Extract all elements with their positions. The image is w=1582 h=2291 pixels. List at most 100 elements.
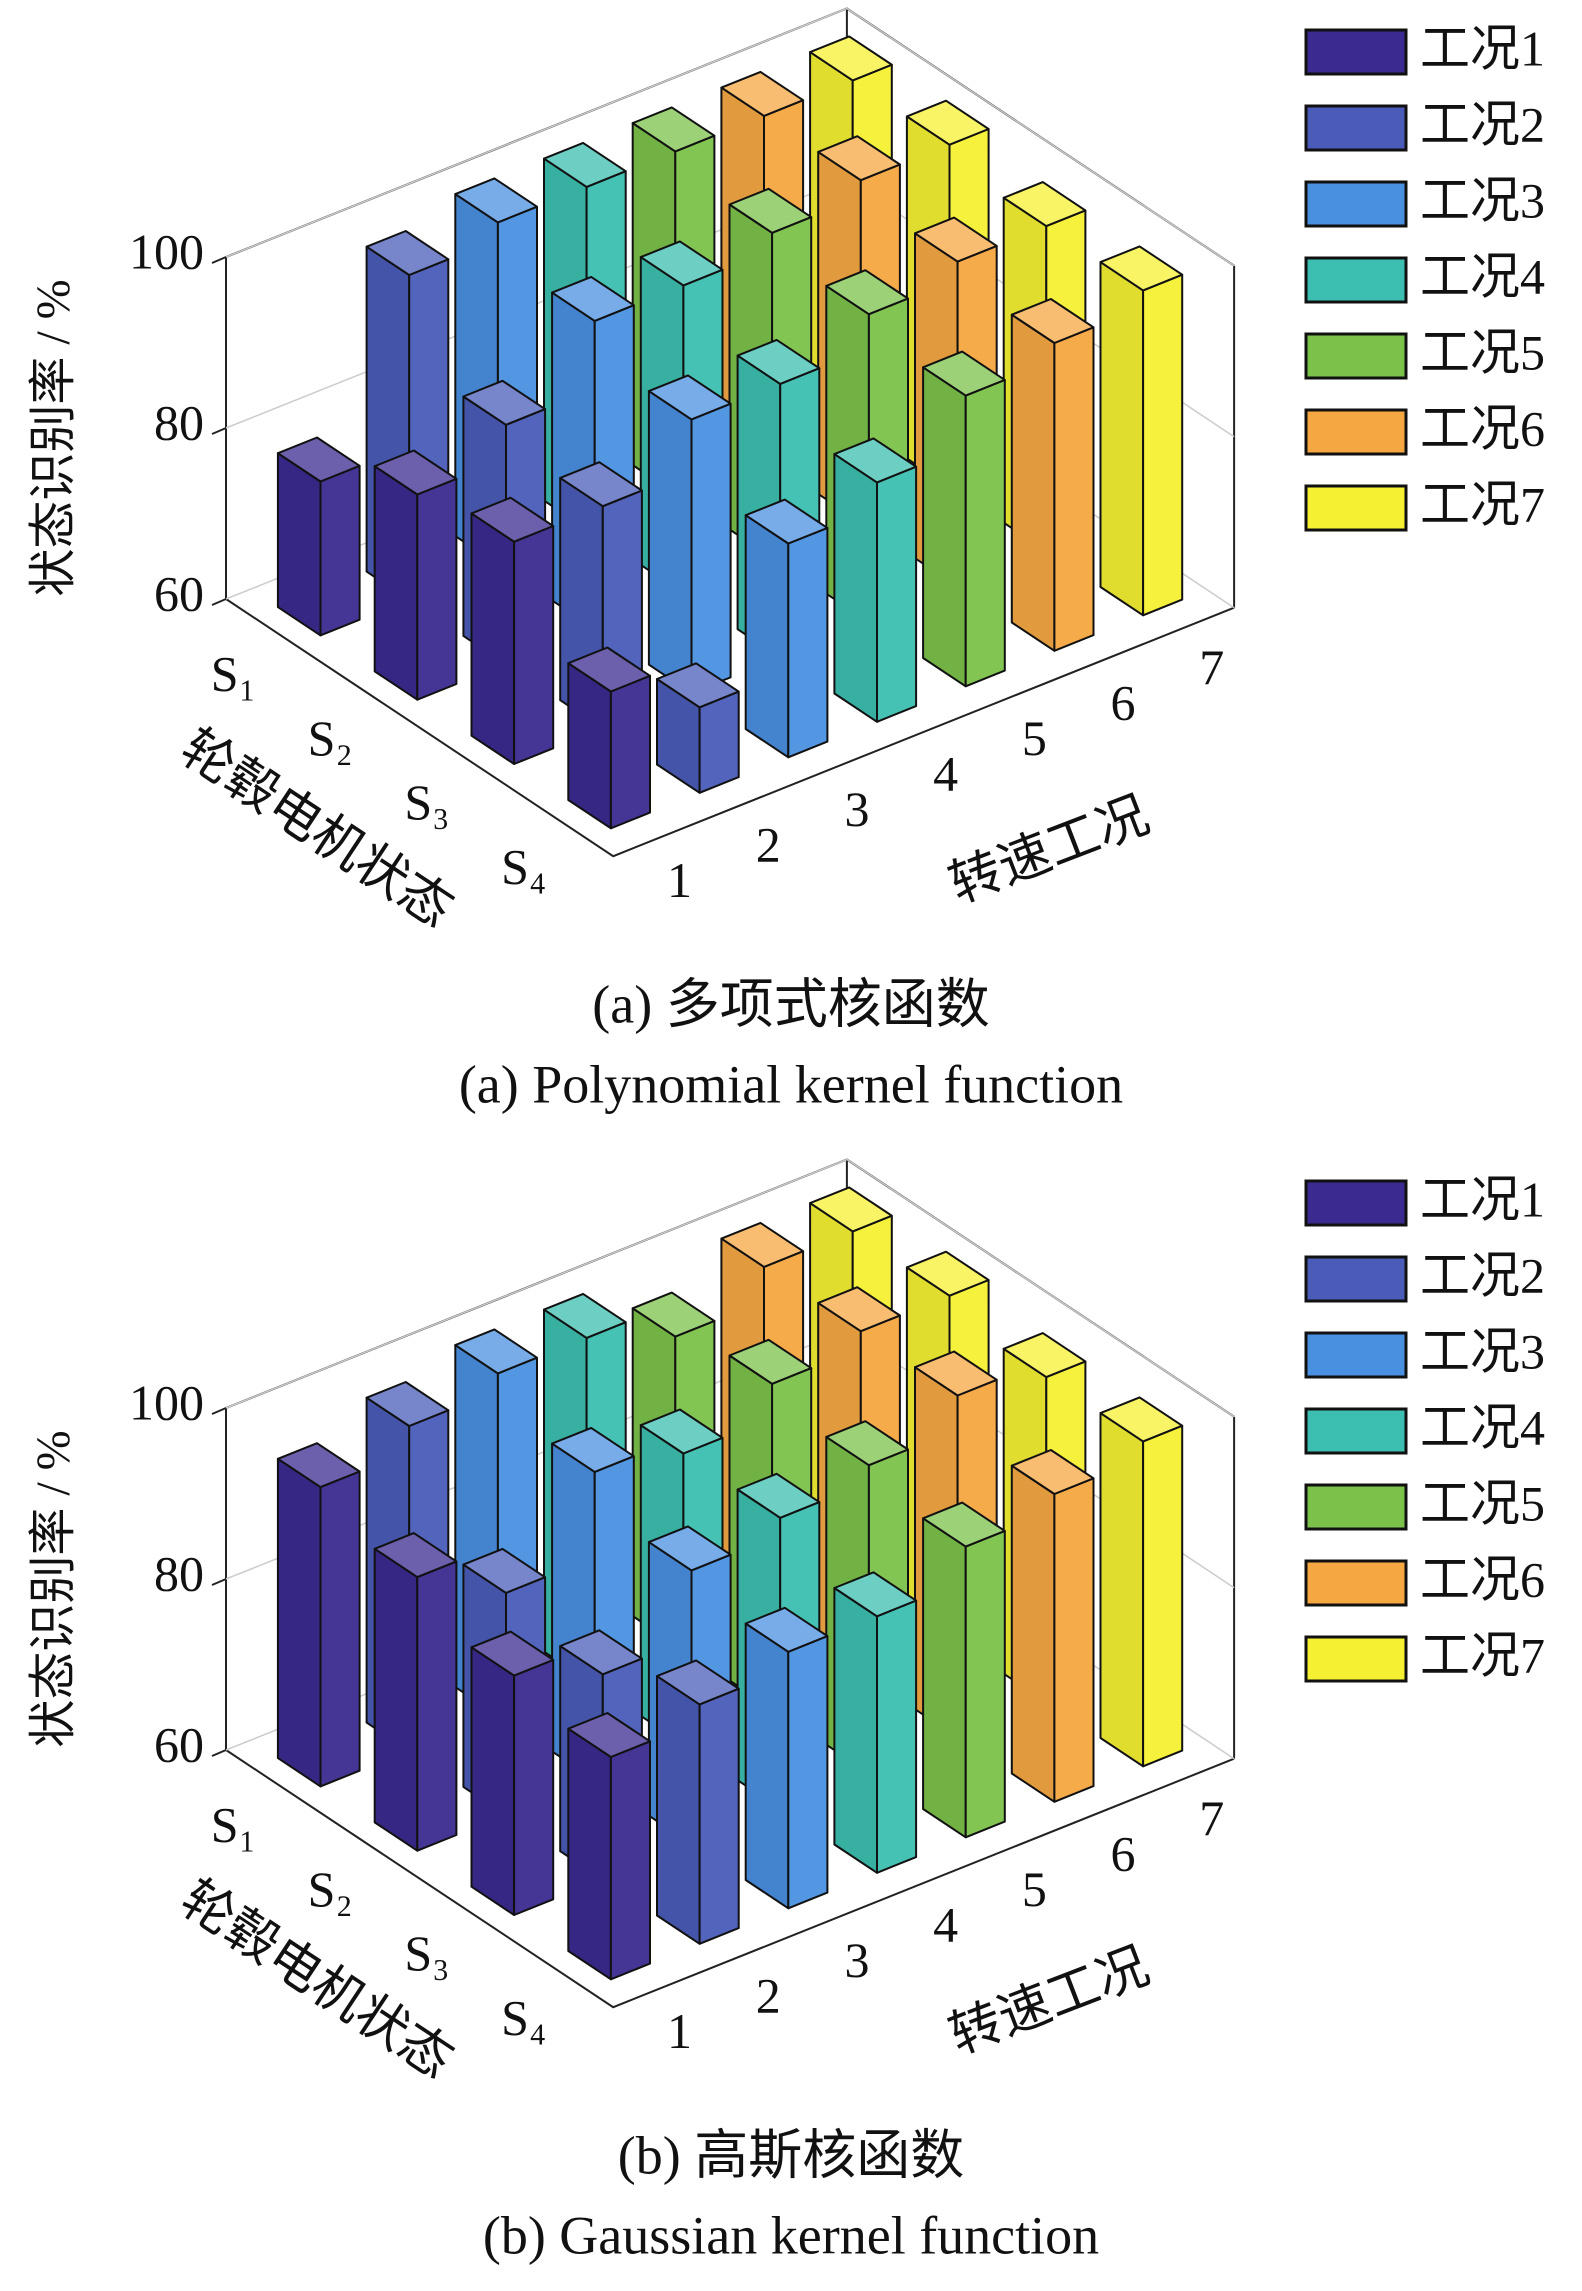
bar: [373, 449, 458, 701]
y-tick: [211, 1407, 227, 1415]
grid-line: [225, 1158, 1235, 1418]
bar-face-top: [647, 374, 732, 421]
bar-face-top: [276, 1442, 361, 1489]
bar-face-left: [656, 1675, 701, 1945]
x-tick-label: 1: [667, 2003, 692, 2059]
bar-face-top: [809, 35, 893, 82]
bar-face-top: [639, 1408, 724, 1455]
bar-face-top: [1002, 181, 1087, 228]
x-axis-label: 转速工况: [942, 787, 1157, 915]
legend-label: 工况4: [1420, 1399, 1545, 1455]
x-tick-label: 2: [756, 1967, 781, 2023]
bar-face-top: [551, 1426, 635, 1473]
bar-face-top: [639, 240, 724, 287]
bar-face-top: [276, 436, 361, 483]
bar-face-top: [559, 1629, 643, 1676]
bar-face-left: [1099, 1412, 1145, 1768]
bar-face-left: [276, 1457, 322, 1788]
y-tick: [211, 598, 227, 606]
legend-swatch: [1304, 1407, 1408, 1455]
bar-face-left: [744, 1622, 790, 1910]
bar: [470, 1630, 555, 1916]
bar-face-left: [1010, 313, 1056, 652]
bar-face-front: [1053, 1477, 1095, 1803]
bar-face-top: [922, 1501, 1006, 1548]
bar-face-top: [470, 1630, 555, 1677]
bar-face-left: [470, 512, 516, 765]
bar-face-top: [728, 1338, 813, 1385]
bar-face-front: [876, 465, 918, 723]
bar-face-top: [373, 449, 458, 496]
bar-face-top: [744, 1606, 829, 1653]
bar: [922, 350, 1006, 688]
bar-face-front: [698, 1687, 740, 1945]
y-tick-label: 100: [129, 1374, 204, 1430]
legend-swatch: [1304, 28, 1408, 76]
bar-face-top: [551, 275, 635, 322]
bar-face-top: [914, 216, 998, 263]
legend-label: 工况6: [1420, 400, 1545, 456]
bar-face-front: [513, 525, 555, 765]
legend-swatch: [1304, 1483, 1408, 1531]
bar-face-front: [513, 1658, 555, 1916]
legend-swatch: [1304, 408, 1408, 456]
bar-face-top: [720, 70, 805, 117]
bar-face-left: [373, 1547, 419, 1852]
state-label: S₁: [211, 646, 256, 702]
state-label: S₃: [404, 1925, 449, 1981]
bar: [470, 496, 555, 765]
bar-face-front: [416, 477, 458, 701]
bar: [276, 436, 361, 637]
legend-label: 工况1: [1420, 1171, 1545, 1227]
bar-face-top: [1099, 245, 1184, 292]
bar-face-left: [567, 1727, 612, 1981]
legend-label: 工况7: [1420, 476, 1545, 532]
bar-face-left: [833, 1587, 878, 1874]
bar-face-front: [964, 378, 1006, 688]
bar: [744, 498, 829, 759]
legend-swatch: [1304, 1179, 1408, 1227]
state-label: S₁: [211, 1797, 256, 1853]
x-tick-label: 2: [756, 816, 781, 872]
bar-face-top: [720, 1221, 805, 1268]
legend-label: 工况3: [1420, 1323, 1545, 1379]
bar-face-left: [744, 514, 790, 759]
axis-edge: [225, 598, 1235, 858]
bar-face-left: [922, 366, 967, 688]
state-label: S₄: [501, 839, 546, 895]
bar-face-front: [787, 1635, 829, 1910]
x-tick-label: 4: [933, 1896, 958, 1952]
bar-face-front: [964, 1529, 1006, 1839]
bar-face-left: [470, 1646, 516, 1916]
bar-face-top: [373, 1532, 458, 1579]
y-axis-label: 状态识别率 / %: [27, 1430, 80, 1747]
bar-face-front: [416, 1560, 458, 1852]
bar-face-top: [462, 379, 547, 426]
bar-face-top: [656, 1659, 740, 1706]
bar-face-top: [462, 1547, 547, 1594]
bar-face-left: [276, 452, 322, 637]
x-tick-label: 5: [1022, 710, 1047, 766]
bar-face-top: [825, 1420, 909, 1467]
axis-edge: [225, 1749, 1235, 2009]
bar-face-left: [922, 1517, 967, 1839]
bar-face-left: [1010, 1464, 1056, 1803]
y-tick: [211, 1578, 227, 1586]
bar: [1099, 1396, 1184, 1768]
bar-face-top: [1010, 298, 1095, 344]
legend-swatch: [1304, 1635, 1408, 1683]
x-tick-label: 3: [844, 781, 869, 837]
bar-face-top: [736, 338, 821, 385]
bar-face-front: [319, 1470, 361, 1788]
bar-face-top: [567, 1712, 651, 1758]
state-label: S₄: [501, 1990, 546, 2046]
legend-swatch: [1304, 1559, 1408, 1607]
bar: [1099, 245, 1184, 617]
caption-en: (a) Polynomial kernel function: [459, 1054, 1123, 1114]
legend-label: 工况4: [1420, 248, 1545, 304]
y-tick-label: 80: [154, 394, 204, 450]
bar-face-front: [609, 1740, 651, 1981]
legend-label: 工况7: [1420, 1627, 1545, 1683]
bar: [567, 646, 651, 830]
bar-face-top: [817, 135, 901, 182]
